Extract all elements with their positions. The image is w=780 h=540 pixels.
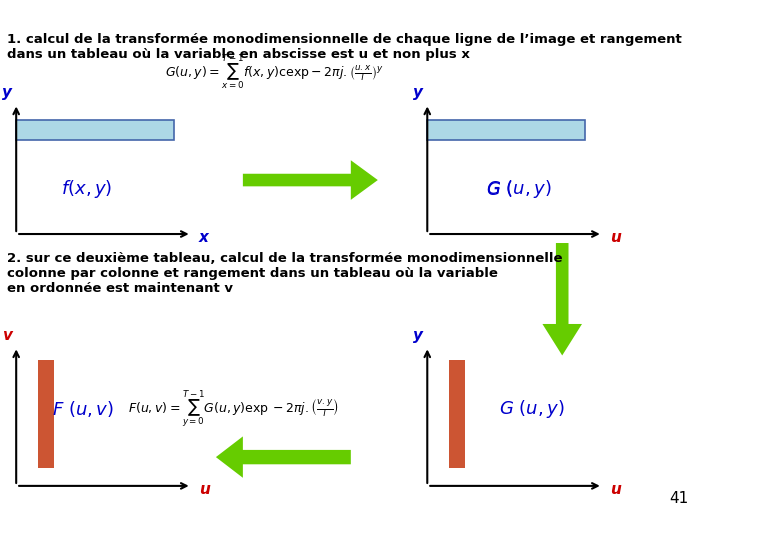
Text: $G\ (u,y)$: $G\ (u,y)$ [499, 399, 565, 421]
Text: y: y [413, 85, 424, 100]
Text: 1. calcul de la transformée monodimensionnelle de chaque ligne de l’image et ran: 1. calcul de la transformée monodimensio… [7, 33, 682, 62]
Text: $F\ (u,v)$: $F\ (u,v)$ [52, 400, 114, 420]
Text: $G\ ($: $G\ ($ [486, 179, 513, 199]
Text: u: u [610, 482, 621, 497]
Text: $f(x,y)$: $f(x,y)$ [61, 178, 112, 200]
FancyBboxPatch shape [448, 360, 465, 468]
FancyBboxPatch shape [16, 120, 174, 139]
Text: $F(u,v) = \sum_{y=0}^{T-1}G(u,y)\exp-2\pi j.\left(\frac{v.y}{T}\right)$: $F(u,v) = \sum_{y=0}^{T-1}G(u,y)\exp-2\p… [129, 389, 339, 430]
Text: y: y [413, 328, 424, 343]
Text: $G\ (u,y)$: $G\ (u,y)$ [486, 178, 551, 200]
Text: u: u [610, 230, 621, 245]
Text: u: u [199, 482, 210, 497]
Text: v: v [2, 328, 12, 343]
Text: 41: 41 [669, 491, 689, 505]
FancyBboxPatch shape [427, 120, 585, 139]
Polygon shape [243, 160, 378, 200]
Text: 2. sur ce deuxième tableau, calcul de la transformée monodimensionnelle
colonne : 2. sur ce deuxième tableau, calcul de la… [7, 252, 562, 295]
Polygon shape [542, 243, 582, 355]
Text: y: y [2, 85, 12, 100]
Text: x: x [199, 230, 209, 245]
FancyBboxPatch shape [37, 360, 54, 468]
Text: $G(u, y) = \sum_{x=0}^{T-1} f(x,y)\mathrm{cexp}-2\pi j.\left(\frac{u.x}{T}\right: $G(u, y) = \sum_{x=0}^{T-1} f(x,y)\mathr… [165, 52, 384, 92]
Polygon shape [216, 436, 351, 478]
